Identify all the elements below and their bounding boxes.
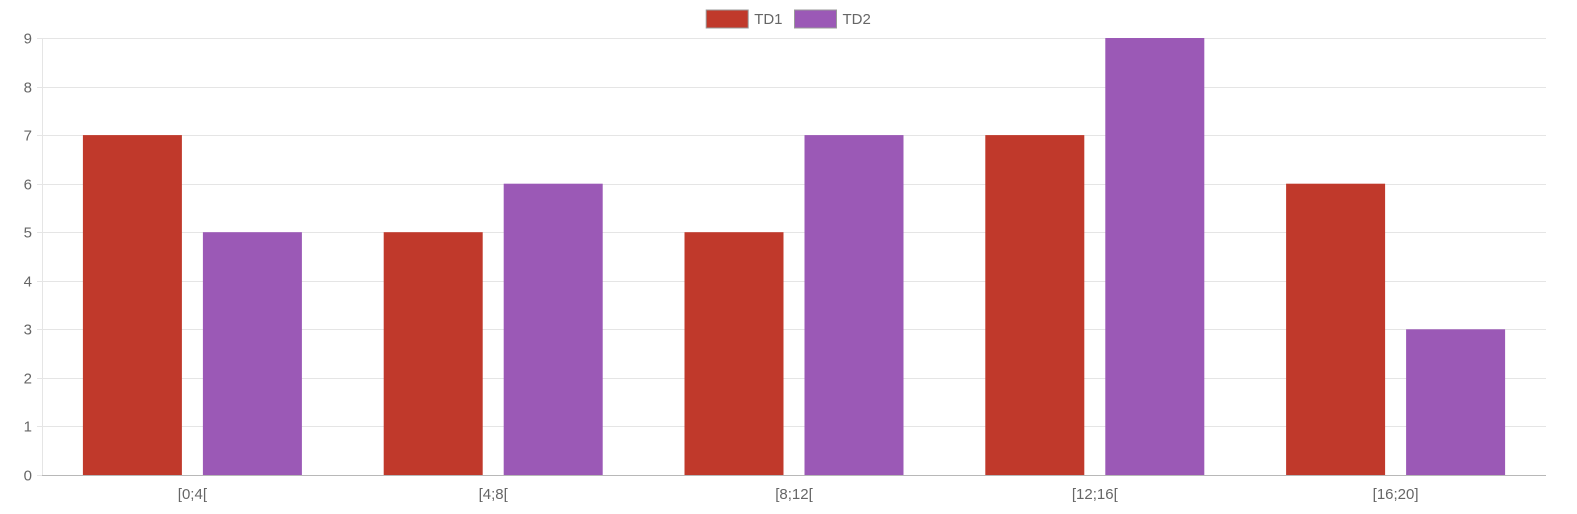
bar-td1-3[interactable] [985, 135, 1085, 475]
y-tick-label: 7 [24, 128, 32, 145]
bar-td1-0[interactable] [82, 135, 182, 475]
y-tick-label: 2 [24, 371, 32, 388]
y-tick-label: 1 [24, 419, 32, 436]
bar-td2-0[interactable] [202, 232, 302, 475]
y-tick-label: 3 [24, 322, 32, 339]
x-tick-label: [4;8[ [479, 486, 509, 503]
bar-td1-4[interactable] [1286, 183, 1386, 475]
axes: 0 1 2 3 4 5 6 7 8 9 [0;4[ [4;8[ [8;12[ [12;16[ [16;20] [24, 31, 1546, 503]
y-tick-label: 6 [24, 177, 32, 194]
y-tick-label: 9 [24, 31, 32, 48]
bar-td2-4[interactable] [1406, 329, 1506, 475]
y-tick-label: 0 [24, 468, 32, 485]
bars [82, 38, 1506, 475]
bar-td2-2[interactable] [804, 135, 904, 475]
x-tick-label: [0;4[ [178, 486, 208, 503]
legend-label-td1[interactable]: TD1 [754, 11, 782, 28]
legend-swatch-td2[interactable] [794, 9, 837, 29]
x-tick-label: [12;16[ [1072, 486, 1119, 503]
bar-td2-1[interactable] [503, 183, 603, 475]
y-tick-label: 4 [24, 274, 32, 291]
legend[interactable]: TD1 TD2 [705, 9, 871, 29]
x-tick-label: [8;12[ [775, 486, 813, 503]
y-tick-label: 8 [24, 80, 32, 97]
y-tick-label: 5 [24, 225, 32, 242]
bar-td1-1[interactable] [383, 232, 483, 475]
legend-swatch-td1[interactable] [705, 9, 749, 29]
legend-label-td2[interactable]: TD2 [843, 11, 871, 28]
bar-td2-3[interactable] [1105, 38, 1205, 475]
x-tick-label: [16;20] [1373, 486, 1419, 503]
bar-td1-2[interactable] [684, 232, 784, 475]
